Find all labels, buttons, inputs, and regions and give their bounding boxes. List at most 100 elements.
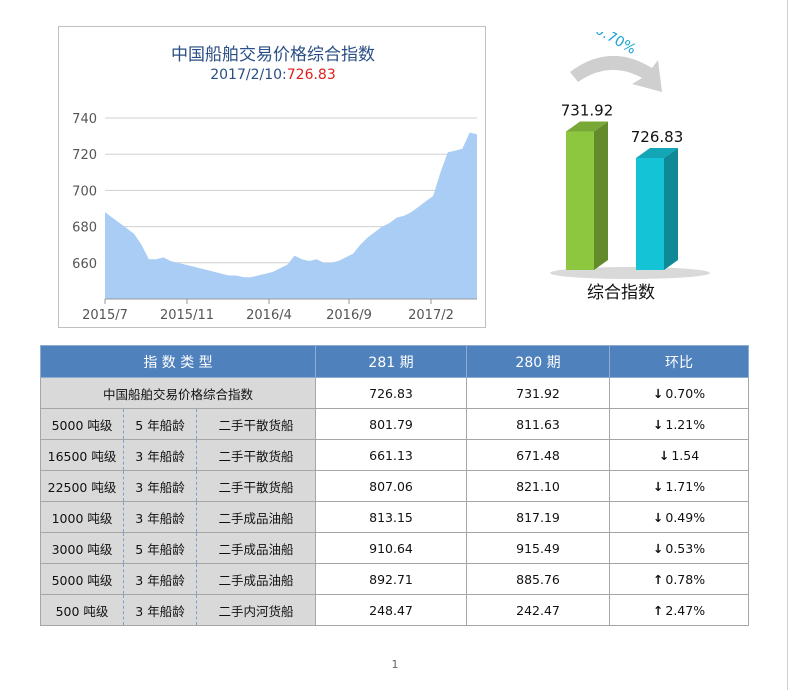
x-tick-label: 2016/9 (326, 308, 372, 323)
change-value: 0.70% (665, 385, 706, 401)
tonnage-label: 1000 吨级 (51, 510, 113, 526)
bar-top (566, 121, 608, 132)
table-row: 22500 吨级 3 年船龄 二手干散货船 807.06 821.10 ↓ 1.71% (40, 470, 749, 502)
tonnage-label: 500 吨级 (55, 603, 109, 619)
period-280-cell: 242.47 (466, 594, 610, 626)
table-row: 5000 吨级 5 年船龄 二手干散货船 801.79 811.63 ↓ 1.21% (40, 408, 749, 440)
ship-kind-label: 二手干散货船 (218, 417, 294, 433)
table-row: 500 吨级 3 年船龄 二手内河货船 248.47 242.47 ↑ 2.47% (40, 594, 749, 626)
period-280-cell: 817.19 (466, 501, 610, 533)
bar-front (636, 158, 664, 270)
y-tick-label: 680 (72, 221, 97, 236)
change-value: 1.54 (671, 447, 700, 463)
table-row: 3000 吨级 5 年船龄 二手成品油船 910.64 915.49 ↓ 0.53% (40, 532, 749, 564)
change-cell: ↓ 0.70% (609, 377, 749, 409)
x-tick-label: 2015/11 (160, 308, 214, 323)
header-280: 280 期 (466, 345, 610, 378)
period-280-cell: 671.48 (466, 439, 610, 471)
change-cell: ↓ 1.54 (609, 439, 749, 471)
chart-title: 中国船舶交易价格综合指数 (171, 45, 375, 65)
y-tick-label: 660 (72, 257, 97, 272)
type-label: 中国船舶交易价格综合指数 (102, 386, 253, 402)
type-segments: 3000 吨级 5 年船龄 二手成品油船 (41, 533, 315, 563)
table-row: 16500 吨级 3 年船龄 二手干散货船 661.13 671.48 ↓ 1.54 (40, 439, 749, 471)
change-value: 0.53% (665, 540, 706, 556)
type-segments: 22500 吨级 3 年船龄 二手干散货船 (41, 471, 315, 501)
type-segments: 16500 吨级 3 年船龄 二手干散货船 (41, 440, 315, 470)
type-segments: 1000 吨级 3 年船龄 二手成品油船 (41, 502, 315, 532)
y-tick-label: 740 (72, 112, 97, 127)
change-value: 0.49% (665, 509, 706, 525)
change-value: 0.78% (665, 571, 706, 587)
page-number: 1 (391, 658, 399, 671)
bar-top (636, 148, 678, 158)
tonnage-label: 16500 吨级 (47, 448, 117, 464)
age-label: 3 年船龄 (123, 595, 197, 625)
bar-value-label: 731.92 (561, 102, 614, 120)
bar-value-label: 726.83 (631, 128, 684, 146)
index-table: 指 数 类 型 281 期 280 期 环比 中国船舶交易价格综合指数 726.8… (40, 345, 749, 626)
bar-side (594, 121, 608, 270)
index-area-chart: 740 720 700 680 660 2015/7 2015/11 2016/4 2016/9… (58, 26, 486, 328)
age-label: 3 年船龄 (123, 502, 197, 532)
table-row: 1000 吨级 3 年船龄 二手成品油船 813.15 817.19 ↓ 0.49% (40, 501, 749, 533)
age-label: 5 年船龄 (123, 409, 197, 439)
arrow-down-icon: ↓ (658, 447, 670, 463)
period-281-cell: 892.71 (315, 563, 467, 595)
period-280-cell: 811.63 (466, 408, 610, 440)
header-change: 环比 (609, 345, 749, 378)
change-cell: ↓ 1.71% (609, 470, 749, 502)
area-series (105, 132, 477, 299)
composite-bar-chart: 731.92 726.83 0.70% 综合指数 (540, 32, 740, 322)
arrow-down-icon: ↓ (652, 416, 664, 432)
tonnage-label: 5000 吨级 (51, 572, 113, 588)
area-chart-plot: 740 720 700 680 660 2015/7 2015/11 2016/4 2016/9… (72, 112, 477, 323)
type-cell: 中国船舶交易价格综合指数 (40, 377, 316, 409)
ship-kind-label: 二手成品油船 (218, 572, 294, 588)
period-281-cell: 813.15 (315, 501, 467, 533)
x-tick-label: 2016/4 (246, 308, 292, 323)
arrow-down-icon: ↓ (652, 540, 664, 556)
type-segments: 500 吨级 3 年船龄 二手内河货船 (41, 595, 315, 625)
period-280-cell: 885.76 (466, 563, 610, 595)
ship-kind-label: 二手成品油船 (218, 510, 294, 526)
period-281-cell: 726.83 (315, 377, 467, 409)
change-value: 1.71% (665, 478, 706, 494)
subtitle-date: 2017/2/10: (210, 67, 287, 83)
type-cell: 5000 吨级 3 年船龄 二手成品油船 (40, 563, 316, 595)
tonnage-label: 22500 吨级 (47, 479, 117, 495)
bar-side (664, 148, 678, 270)
age-label: 3 年船龄 (123, 564, 197, 594)
x-tick-label: 2017/2 (408, 308, 454, 323)
change-value: 1.21% (665, 416, 706, 432)
change-cell: ↑ 0.78% (609, 563, 749, 595)
arrow-down-icon: ↓ (652, 509, 664, 525)
ship-kind-label: 二手成品油船 (218, 541, 294, 557)
table-body: 中国船舶交易价格综合指数 726.83 731.92 ↓ 0.70% 5000 吨级 5 年… (40, 377, 749, 626)
arrow-up-icon: ↑ (652, 571, 664, 587)
type-cell: 5000 吨级 5 年船龄 二手干散货船 (40, 408, 316, 440)
tonnage-label: 5000 吨级 (51, 417, 113, 433)
type-cell: 22500 吨级 3 年船龄 二手干散货船 (40, 470, 316, 502)
bar-caption: 综合指数 (587, 283, 655, 303)
type-segments: 5000 吨级 3 年船龄 二手成品油船 (41, 564, 315, 594)
type-cell: 3000 吨级 5 年船龄 二手成品油船 (40, 532, 316, 564)
page-edge (787, 0, 788, 690)
age-label: 3 年船龄 (123, 440, 197, 470)
arrow-up-icon: ↑ (652, 602, 664, 618)
age-label: 3 年船龄 (123, 471, 197, 501)
period-281-cell: 661.13 (315, 439, 467, 471)
change-cell: ↓ 1.21% (609, 408, 749, 440)
ship-kind-label: 二手内河货船 (218, 603, 294, 619)
y-tick-label: 700 (72, 184, 97, 199)
change-arrow-icon (570, 55, 662, 92)
chart-subtitle: 2017/2/10:726.83 (59, 67, 487, 83)
header-type: 指 数 类 型 (40, 345, 316, 378)
table-row: 中国船舶交易价格综合指数 726.83 731.92 ↓ 0.70% (40, 377, 749, 409)
y-tick-label: 720 (72, 148, 97, 163)
table-header-row: 指 数 类 型 281 期 280 期 环比 (40, 345, 749, 378)
change-cell: ↓ 0.53% (609, 532, 749, 564)
bar-0 (566, 121, 608, 270)
bar-1 (636, 148, 678, 270)
subtitle-value: 726.83 (286, 67, 336, 83)
